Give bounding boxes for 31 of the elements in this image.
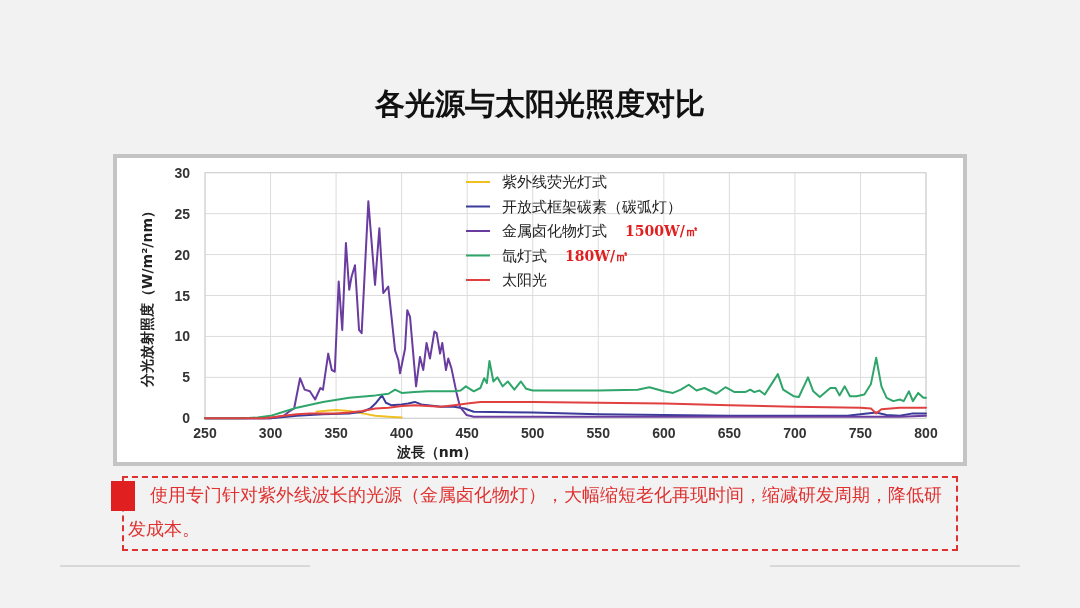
x-tick-label: 600 <box>652 425 676 441</box>
y-tick-label: 25 <box>174 205 191 222</box>
legend-label: 开放式框架碳素（碳弧灯） <box>502 197 682 216</box>
x-tick-label: 300 <box>258 425 283 441</box>
x-tick-label: 500 <box>521 425 545 441</box>
legend-label: 金属卤化物灯式 <box>502 222 607 240</box>
x-tick-label: 450 <box>455 425 480 441</box>
y-axis-title: 分光放射照度（W/m²/nm） <box>139 204 155 388</box>
y-tick-label: 30 <box>174 164 191 181</box>
annotation: 180W/㎡ <box>565 247 630 264</box>
legend-label: 氙灯式 <box>502 246 547 265</box>
annotation: 1500W/㎡ <box>625 223 699 239</box>
x-tick-label: 750 <box>848 425 873 441</box>
x-tick-label: 650 <box>717 425 742 441</box>
legend-label: 紫外线荧光灯式 <box>502 173 607 191</box>
y-tick-label: 0 <box>182 410 191 427</box>
x-tick-label: 350 <box>324 425 348 441</box>
x-tick-label: 550 <box>586 425 611 441</box>
legend-label: 太阳光 <box>502 271 547 289</box>
x-axis-title: 波長（nm） <box>395 444 478 460</box>
y-tick-label: 20 <box>174 246 191 263</box>
y-tick-label: 10 <box>174 328 191 345</box>
text: 使用专门针对紫外线波长的光源（金属卤化物灯），大幅缩短老化再现时间，缩减研发周期，降低研发成本。 <box>122 476 958 551</box>
x-tick-label: 250 <box>193 425 217 441</box>
y-tick-label: 5 <box>182 369 191 386</box>
x-tick-label: 800 <box>914 425 938 441</box>
x-tick-label: 700 <box>783 425 807 441</box>
chart-title: 各光源与太阳光照度对比 <box>374 86 705 121</box>
line-series <box>315 409 403 419</box>
y-tick-label: 15 <box>174 287 191 304</box>
x-tick-label: 400 <box>389 425 414 441</box>
